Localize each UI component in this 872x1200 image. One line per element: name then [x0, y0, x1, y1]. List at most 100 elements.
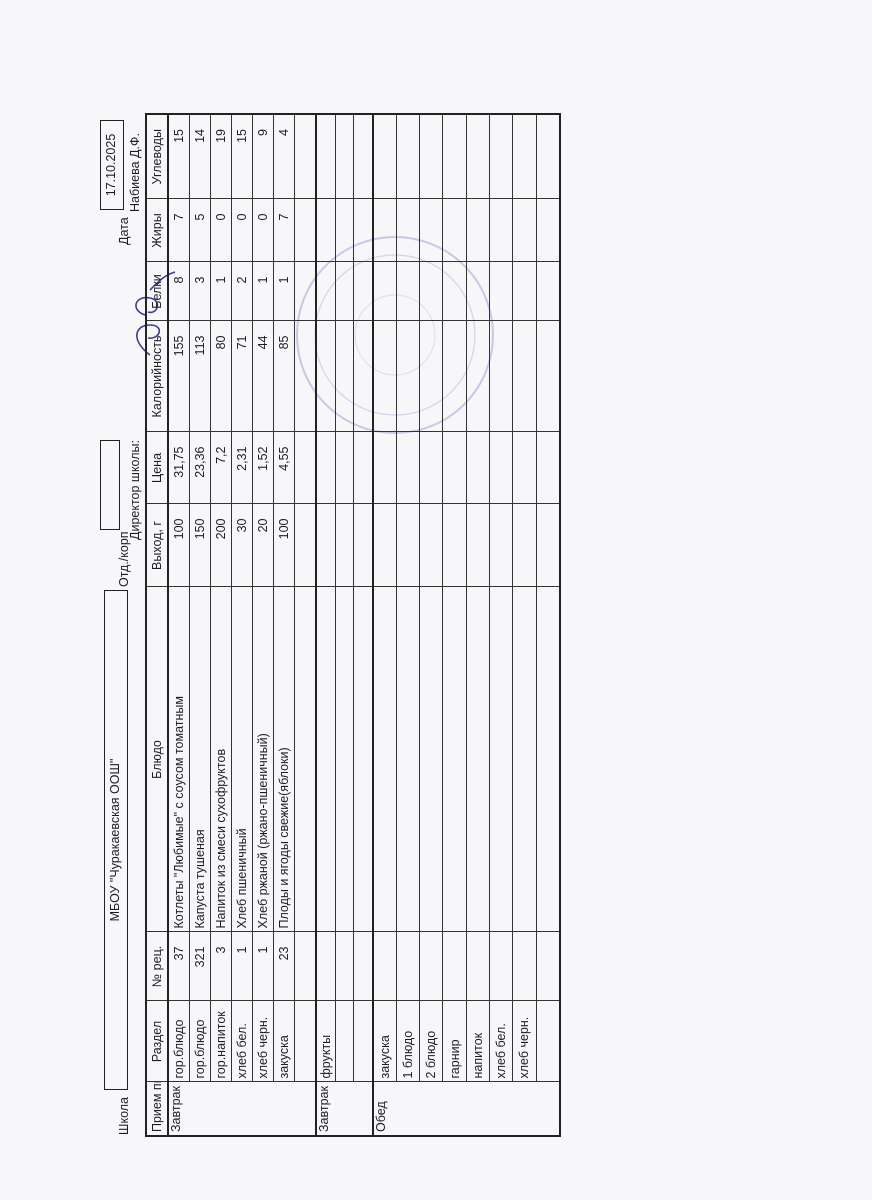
table-cell: 31,75 — [168, 432, 190, 504]
table-cell — [466, 587, 490, 932]
column-header: Углеводы — [146, 114, 168, 199]
table-cell: 44 — [252, 321, 274, 432]
table-row: Завтрак гор.блюдо 37 Котлеты "Любимые" с со… — [168, 114, 190, 1136]
table-cell: 0 — [210, 199, 232, 262]
table-cell: 7 — [168, 199, 190, 262]
meal-cell — [189, 1082, 211, 1136]
table-cell — [489, 262, 513, 321]
table-cell: гор.напиток — [210, 1001, 232, 1082]
table-cell — [512, 262, 537, 321]
table-cell: 100 — [168, 504, 190, 587]
date-field: 17.10.2025 — [100, 120, 124, 210]
table-cell — [335, 432, 354, 504]
table-cell — [316, 432, 335, 504]
table-cell — [419, 114, 443, 199]
table-cell: 113 — [189, 321, 211, 432]
table-row: Обед закуска — [372, 114, 397, 1136]
meal-cell: Обед — [372, 1082, 397, 1136]
meal-cell — [536, 1082, 560, 1136]
table-cell: 1 — [252, 932, 274, 1001]
table-cell: 19 — [210, 114, 232, 199]
table-cell — [442, 587, 467, 932]
table-row: гор.напиток 3 Напиток из смеси сухофруктов… — [210, 114, 232, 1136]
table-cell — [419, 932, 443, 1001]
table-cell: гарнир — [442, 1001, 467, 1082]
meal-cell — [442, 1082, 467, 1136]
table-cell: 3 — [189, 262, 211, 321]
table-cell: 37 — [168, 932, 190, 1001]
table-cell — [396, 321, 420, 432]
table-cell — [419, 199, 443, 262]
table-cell — [489, 587, 513, 932]
table-cell: 30 — [231, 504, 253, 587]
table-cell — [294, 199, 316, 262]
meal-cell — [252, 1082, 274, 1136]
table-cell: Напиток из смеси сухофруктов — [210, 587, 232, 932]
table-cell: Плоды и ягоды свежие(яблоки) — [273, 587, 295, 932]
table-cell — [419, 587, 443, 932]
table-row — [335, 114, 354, 1136]
table-cell — [466, 932, 490, 1001]
table-cell — [353, 432, 373, 504]
table-cell: 1,52 — [252, 432, 274, 504]
table-cell — [536, 587, 560, 932]
table-cell — [419, 262, 443, 321]
column-header: Прием пищи — [146, 1082, 168, 1136]
table-cell: закуска — [372, 1001, 397, 1082]
table-cell: 200 — [210, 504, 232, 587]
table-cell — [335, 114, 354, 199]
table-cell: 321 — [189, 932, 211, 1001]
table-cell — [512, 114, 537, 199]
table-cell — [512, 199, 537, 262]
table-cell: 5 — [189, 199, 211, 262]
table-cell: 80 — [210, 321, 232, 432]
table-cell — [396, 587, 420, 932]
table-row — [353, 114, 373, 1136]
meal-cell — [353, 1082, 373, 1136]
column-header: Цена — [146, 432, 168, 504]
department-field — [100, 440, 120, 530]
table-cell — [536, 114, 560, 199]
table-cell — [536, 432, 560, 504]
table-cell — [512, 432, 537, 504]
table-cell — [466, 114, 490, 199]
table-cell — [489, 504, 513, 587]
meal-cell — [396, 1082, 420, 1136]
table-cell — [419, 321, 443, 432]
table-cell: гор.блюдо — [168, 1001, 190, 1082]
table-cell — [353, 587, 373, 932]
table-cell: 8 — [168, 262, 190, 321]
column-header: Выход, г — [146, 504, 168, 587]
table-cell — [442, 114, 467, 199]
table-row: гарнир — [442, 114, 467, 1136]
table-cell — [316, 504, 335, 587]
school-label: Школа — [117, 1097, 131, 1135]
table-cell: 150 — [189, 504, 211, 587]
table-cell: гор.блюдо — [189, 1001, 211, 1082]
table-cell — [372, 587, 397, 932]
table-cell: 20 — [252, 504, 274, 587]
table-cell — [489, 932, 513, 1001]
table-cell — [335, 504, 354, 587]
meal-cell: Завтрак — [168, 1082, 190, 1136]
meal-cell — [210, 1082, 232, 1136]
table-cell — [316, 199, 335, 262]
table-cell: Капуста тушеная — [189, 587, 211, 932]
table-cell: 100 — [273, 504, 295, 587]
table-row — [294, 114, 316, 1136]
column-header: Калорийность — [146, 321, 168, 432]
table-cell — [353, 114, 373, 199]
table-cell — [294, 321, 316, 432]
column-header: Жиры — [146, 199, 168, 262]
table-cell: 4 — [273, 114, 295, 199]
table-cell: 2 блюдо — [419, 1001, 443, 1082]
table-cell — [466, 199, 490, 262]
table-row: хлеб черн. 1 Хлеб ржаной (ржано-пшеничный)… — [252, 114, 274, 1136]
table-cell: 23,36 — [189, 432, 211, 504]
table-cell: хлеб бел. — [231, 1001, 253, 1082]
table-cell — [466, 504, 490, 587]
table-cell — [353, 504, 373, 587]
table-cell — [335, 587, 354, 932]
table-cell: 23 — [273, 932, 295, 1001]
table-cell — [335, 321, 354, 432]
